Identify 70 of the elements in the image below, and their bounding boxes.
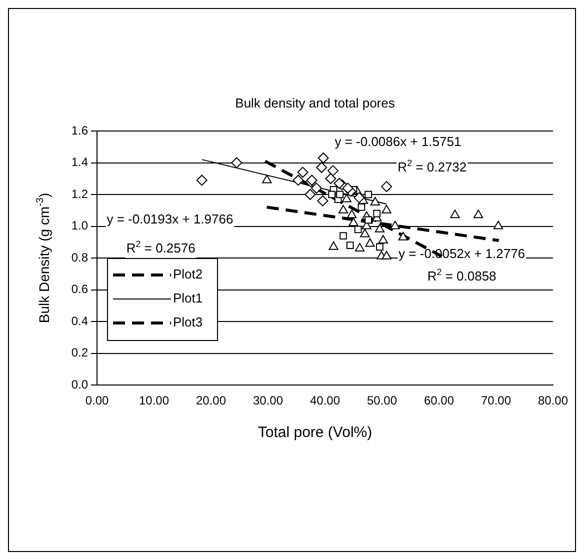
point	[360, 228, 370, 238]
point	[231, 157, 242, 168]
chart-title: Bulk density and total pores	[235, 96, 396, 111]
point	[327, 165, 338, 176]
point	[378, 235, 388, 244]
point	[376, 243, 384, 251]
point	[336, 190, 344, 198]
x-tick-label: 30.00	[252, 394, 284, 408]
point	[381, 181, 392, 192]
y-tick-label: 0.6	[71, 282, 88, 296]
point	[342, 194, 352, 202]
point	[342, 182, 354, 194]
point	[317, 195, 328, 206]
y-tick-label: 0.4	[71, 314, 88, 328]
point	[354, 226, 362, 234]
legend-label: Plot1	[173, 290, 203, 306]
point	[382, 204, 392, 214]
annotation: y = -0.0193x + 1.9766	[106, 211, 234, 226]
point	[292, 174, 304, 186]
y-tick-label: 1.6	[71, 123, 88, 138]
point	[358, 204, 366, 211]
x-tick-label: 10.00	[138, 394, 170, 408]
point	[450, 210, 460, 218]
point	[354, 242, 365, 252]
point	[338, 204, 348, 214]
y-axis-title: Bulk Density (g cm-3)	[34, 192, 52, 324]
point	[196, 174, 208, 186]
x-tick-label: 60.00	[424, 394, 454, 408]
point	[297, 166, 308, 178]
point	[340, 232, 347, 240]
point	[318, 152, 329, 164]
point	[334, 178, 345, 189]
point	[364, 190, 372, 198]
point	[328, 190, 336, 198]
point	[346, 242, 354, 249]
y-tick-label: 0.8	[71, 250, 88, 264]
x-tick-label: 80.00	[538, 394, 568, 408]
point	[364, 216, 372, 224]
point	[262, 174, 272, 184]
y-tick-label: 0.2	[71, 346, 88, 360]
point	[474, 210, 484, 218]
legend-label: Plot2	[173, 266, 203, 282]
y-tick-label: 1.0	[71, 218, 88, 233]
point	[398, 232, 408, 240]
point	[370, 196, 380, 206]
point	[390, 220, 400, 230]
point	[382, 250, 392, 260]
x-tick-label: 40.00	[310, 394, 340, 408]
point	[325, 173, 336, 184]
x-tick-label: 70.00	[480, 394, 512, 408]
x-axis-title: Total pore (Vol%)	[258, 424, 372, 442]
legend-label: Plot3	[173, 314, 203, 330]
x-tick-label: 0.00	[85, 394, 109, 408]
point	[348, 218, 358, 226]
y-tick-label: 1.2	[71, 186, 88, 201]
point	[354, 192, 365, 204]
point	[346, 210, 357, 218]
y-tick-label: 1.4	[71, 155, 88, 170]
point	[328, 241, 338, 250]
annotation: y = -0.0086x + 1.5751	[334, 134, 462, 150]
point	[316, 162, 328, 174]
y-tick-label: 0.0	[71, 377, 88, 392]
x-tick-label: 50.00	[366, 394, 398, 408]
point	[310, 182, 322, 194]
x-tick-label: 20.00	[196, 394, 226, 408]
point	[493, 220, 504, 230]
point	[374, 224, 385, 232]
point	[365, 238, 375, 247]
point	[373, 210, 381, 218]
point	[304, 189, 316, 200]
